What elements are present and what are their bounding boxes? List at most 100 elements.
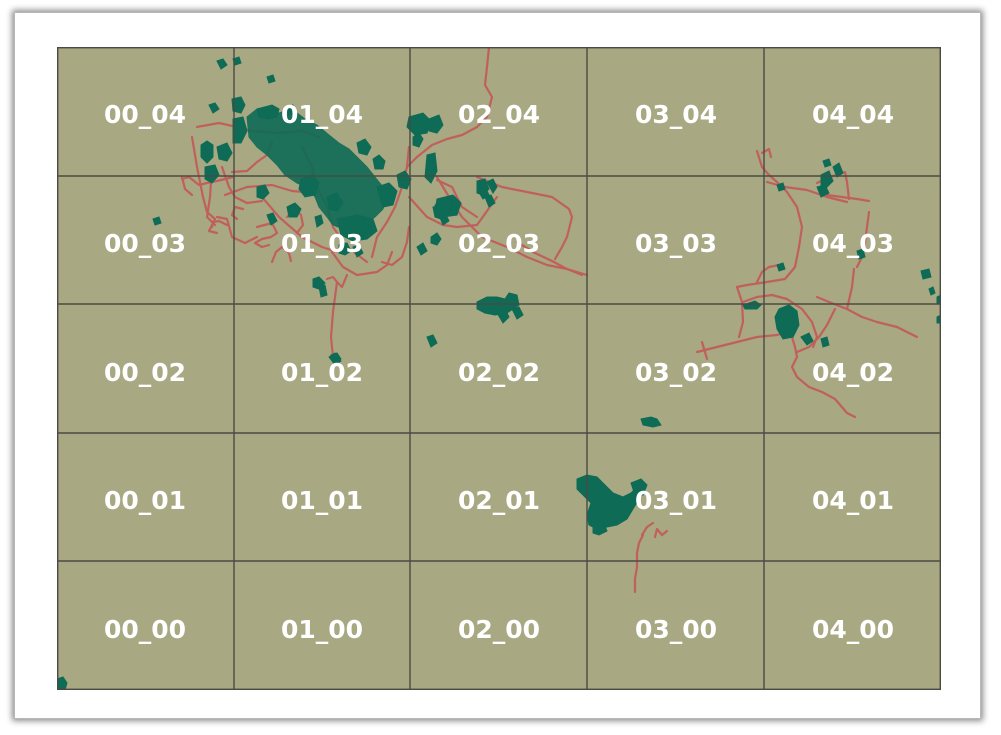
tile-label-00-00: 00_00 [104,615,186,644]
road-segment [855,210,871,269]
built-up-area [426,334,438,348]
built-up-area [484,194,496,208]
built-up-area [784,312,796,332]
tile-label-04-03: 04_03 [812,229,894,258]
built-up-area [800,332,814,346]
built-up-area [298,174,320,198]
road-segment [845,267,856,311]
built-up-area [200,140,214,164]
built-up-area [286,104,296,116]
tile-label-01-01: 01_01 [281,486,363,515]
road-segment [435,178,479,219]
road-segment [223,183,319,197]
tile-label-01-03: 01_03 [281,229,363,258]
tile-map[interactable]: 00_04 01_04 02_04 03_04 04_04 00_03 01_0… [57,47,941,690]
built-up-area [588,504,606,522]
road-segment [260,195,339,254]
built-up-area [216,142,233,162]
built-up-area [428,114,444,134]
road-segment [407,195,499,229]
road-segment [180,175,235,187]
built-up-area [630,478,648,496]
road-segment [695,330,789,354]
road-segment [815,295,919,339]
road-segment [735,149,804,289]
built-up-area [776,262,786,272]
tile-label-04-01: 04_01 [812,486,894,515]
road-segment [515,240,589,277]
built-up-area [152,216,162,226]
road-segment [735,285,745,339]
built-up-area [352,244,364,258]
tile-label-01-04: 01_04 [281,100,363,129]
tile-label-01-00: 01_00 [281,615,363,644]
built-up-area [832,162,844,178]
tile-label-04-02: 04_02 [812,358,894,387]
tile-grid [57,47,941,690]
road-segment [205,180,217,227]
built-up-area [338,242,352,256]
built-up-area [640,416,662,428]
built-up-area [742,300,762,310]
built-up-area [406,112,432,136]
built-up-area [820,336,830,348]
road-segment [380,225,411,267]
road-segment [700,340,709,361]
built-up-area [476,186,490,200]
built-up-area [231,96,246,114]
built-up-layer [57,56,941,690]
built-up-area [208,102,220,114]
road-segment [653,527,669,539]
built-up-area [822,158,832,168]
built-up-area [356,138,372,156]
road-segment [220,165,264,205]
road-segment [253,221,279,249]
built-up-area [412,132,424,148]
built-up-area [776,182,786,192]
built-up-area [286,202,302,218]
tile-map-canvas[interactable]: 00_04 01_04 02_04 03_04 04_04 00_03 01_0… [57,47,941,690]
road-segment [825,193,871,203]
built-up-area [928,286,936,296]
built-up-area [216,58,228,70]
built-up-area [496,308,510,324]
tile-label-02-01: 02_01 [458,486,540,515]
tile-label-03-04: 03_04 [635,100,717,129]
built-up-area [266,74,276,84]
built-up-area [256,104,280,120]
built-up-area [57,676,68,690]
road-segment [475,175,574,261]
road-segment [405,47,494,169]
built-up-area [318,284,328,298]
built-up-area [592,520,608,536]
tile-label-02-03: 02_03 [458,229,540,258]
tile-label-02-00: 02_00 [458,615,540,644]
road-segment [633,533,645,594]
grid-border [57,47,941,690]
tile-label-00-02: 00_02 [104,358,186,387]
tile-label-02-02: 02_02 [458,358,540,387]
built-up-area [820,170,834,188]
tile-label-00-03: 00_03 [104,229,186,258]
built-up-area [266,212,278,226]
tile-label-04-00: 04_00 [812,615,894,644]
tile-label-03-02: 03_02 [635,358,717,387]
road-segment [640,521,655,537]
built-up-area [430,232,442,246]
built-up-area [376,182,398,208]
tile-label-00-04: 00_04 [104,100,186,129]
built-up-area [434,202,446,214]
tile-label-02-04: 02_04 [458,100,540,129]
road-segment [270,245,293,264]
built-up-area [486,178,498,194]
built-up-area [511,306,524,320]
built-up-area [856,248,866,260]
built-up-area [326,192,344,212]
built-up-area [256,184,270,200]
road-segment [215,215,259,245]
road-segment [210,219,229,229]
built-up-area [330,352,342,364]
built-up-area [920,268,932,280]
tile-label-03-03: 03_03 [635,229,717,258]
built-up-area [232,116,248,144]
